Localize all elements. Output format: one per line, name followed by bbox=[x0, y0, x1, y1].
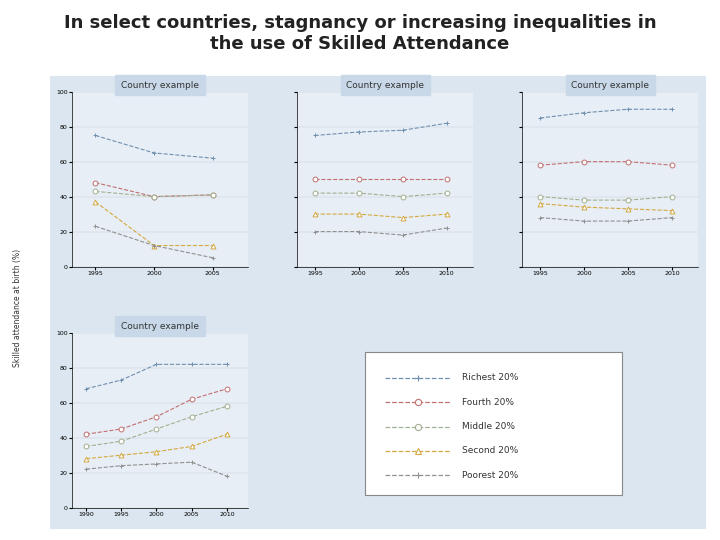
Text: Fourth 20%: Fourth 20% bbox=[462, 397, 513, 407]
Text: Middle 20%: Middle 20% bbox=[462, 422, 515, 431]
Title: Country example: Country example bbox=[572, 80, 649, 90]
Title: Country example: Country example bbox=[121, 322, 199, 330]
Text: Richest 20%: Richest 20% bbox=[462, 373, 518, 382]
Text: In select countries, stagnancy or increasing inequalities in: In select countries, stagnancy or increa… bbox=[63, 14, 657, 31]
Title: Country example: Country example bbox=[346, 80, 424, 90]
Text: Poorest 20%: Poorest 20% bbox=[462, 471, 518, 480]
Text: Skilled attendance at birth (%): Skilled attendance at birth (%) bbox=[14, 249, 22, 367]
Text: Second 20%: Second 20% bbox=[462, 447, 518, 456]
Text: the use of Skilled Attendance: the use of Skilled Attendance bbox=[210, 35, 510, 53]
FancyBboxPatch shape bbox=[366, 352, 622, 495]
Title: Country example: Country example bbox=[121, 80, 199, 90]
